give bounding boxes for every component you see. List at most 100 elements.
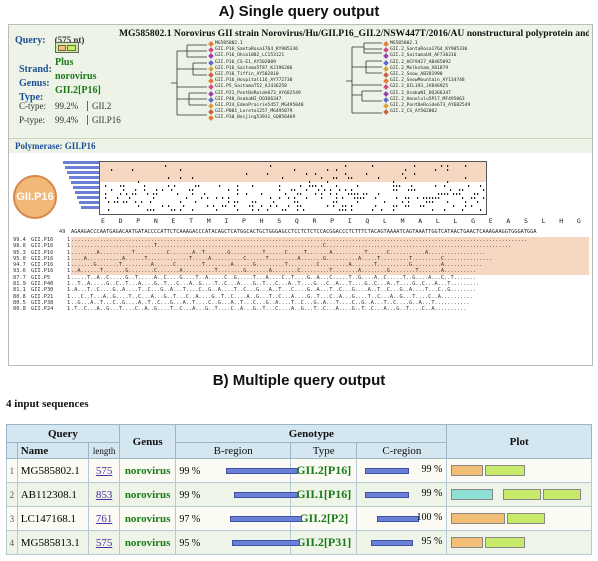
tree-leaf[interactable]: MG585802.1	[208, 41, 304, 47]
c-region-bar	[371, 540, 414, 546]
tree-leaf[interactable]: GII.2_Snow_AB281990	[383, 71, 470, 78]
tree-leaf[interactable]: GII.2_CS_AY502002	[383, 109, 470, 115]
tree-leaf[interactable]: GII.P16_Hospital116_AY772730	[208, 78, 304, 85]
leaf-label: GII.P40_OsakaNI_DQ366347	[215, 96, 282, 102]
b-region-bar	[226, 468, 299, 474]
mismatch-mark	[405, 205, 407, 207]
mismatch-mark	[414, 165, 416, 167]
mismatch-mark	[384, 201, 386, 203]
mismatch-mark	[171, 209, 173, 211]
tree-leaf[interactable]: MG585802.1	[383, 41, 470, 47]
genus-value: norovirus	[118, 530, 177, 555]
tree-leaf[interactable]: GII.P16_Saitama5T87_KJ196286	[208, 66, 304, 72]
tree-leaf[interactable]: GII.P24_EdenPrairie5457_MG495040	[208, 103, 304, 109]
mismatch-mark	[135, 189, 137, 191]
mismatch-mark	[189, 189, 191, 191]
mismatch-mark	[414, 189, 416, 191]
reference-name: GII.P24	[31, 306, 54, 313]
mismatch-mark	[447, 193, 449, 195]
tree-leaf[interactable]: GII.P21_PontDeRoide673_AY682549	[208, 91, 304, 97]
alignment-row: 94.7 GII.P16 1 .......G.......T.........A..…	[13, 262, 589, 269]
strand-value: Plus	[55, 57, 74, 68]
view-toggle-icon[interactable]	[55, 42, 79, 53]
aligned-sequence: ..G...A..T...C..G....A..T..C...G...A..T.…	[71, 299, 470, 306]
length-link[interactable]: 853	[95, 488, 113, 501]
tree-leaf[interactable]: GII.P5_SaitamaT52_AJ436258	[208, 84, 304, 91]
table-row[interactable]: 3 LC147168.1 761 norovirus 97 % GII.2[P2] 100 …	[6, 506, 592, 531]
mismatch-mark	[396, 197, 398, 199]
alignment-overview[interactable]	[99, 161, 487, 215]
mismatch-mark	[297, 193, 299, 195]
tree-leaf[interactable]: GII.P001_Loreto1257_MG495079	[208, 109, 304, 115]
tree-leaf[interactable]: GII.P30_Beijing53931_GQ856469	[208, 115, 304, 122]
ctype-pct: 99.2%	[55, 101, 79, 111]
mismatch-mark	[393, 189, 395, 191]
mismatch-mark	[330, 193, 332, 195]
length-link[interactable]: 575	[95, 464, 113, 477]
length-header: length	[88, 442, 120, 459]
aligned-sequence: ..T..A.....G..C..T...A....G..T...C...A..…	[71, 281, 480, 288]
length-link[interactable]: 761	[95, 512, 113, 525]
mismatch-mark	[333, 177, 335, 179]
tree-leaf[interactable]: GII.2_OIL193_JX846925	[383, 84, 470, 91]
table-row[interactable]: 2 AB112308.1 853 norovirus 99 % GII.1[P16] 99 …	[6, 482, 592, 507]
mismatch-mark	[345, 173, 347, 175]
plot-cell[interactable]	[446, 530, 592, 555]
tree-leaf[interactable]: GII.2_SaitamaU4_AF730316	[383, 53, 470, 60]
mismatch-mark	[453, 193, 455, 195]
genus-label: Genus:	[19, 78, 50, 89]
mismatch-mark	[447, 165, 449, 167]
leaf-label: GII.2_Snow_AB281990	[390, 71, 443, 77]
mismatch-mark	[465, 201, 467, 203]
mismatch-mark	[111, 189, 113, 191]
mismatch-mark	[342, 197, 344, 199]
leaf-marker-icon	[208, 66, 214, 72]
tree-leaf[interactable]: GII.2_SantaRosa1764_KY905336	[383, 47, 470, 54]
mismatch-mark	[357, 193, 359, 195]
mismatch-mark	[123, 189, 125, 191]
mismatch-mark	[192, 177, 194, 179]
mismatch-mark	[354, 193, 356, 195]
tree-leaf[interactable]: GII.P16_CS-E1_AY502009	[208, 59, 304, 66]
leaf-marker-icon	[208, 59, 214, 66]
tree-leaf[interactable]: GII.P16_Tiffin_AY502010	[208, 72, 304, 78]
mismatch-mark	[363, 197, 365, 199]
mismatch-mark	[234, 201, 236, 203]
mismatch-mark	[321, 193, 323, 195]
tree-leaf[interactable]: GII.P40_OsakaNI_DQ366347	[208, 96, 304, 103]
c-region-bar	[365, 492, 410, 498]
plot-cell[interactable]	[446, 458, 592, 483]
plot-cell[interactable]	[446, 482, 592, 507]
mismatch-mark	[321, 197, 323, 199]
tree-leaf[interactable]: GII.P16_Ohio1082_LC153121	[208, 53, 304, 60]
tree-leaf[interactable]: GII.2_Melksham_X81879	[383, 65, 470, 72]
mismatch-mark	[480, 185, 482, 187]
tree-leaf[interactable]: GII.2_Honolulu5P17_MF495063	[383, 96, 470, 103]
reference-name: GII.P40	[31, 281, 54, 288]
tree-leaf[interactable]: GII.P16_SantaRosa1764_KY905336	[208, 47, 304, 54]
reference-name: GII.P16	[31, 255, 54, 262]
mismatch-mark	[309, 181, 311, 183]
mismatch-mark	[354, 197, 356, 199]
mismatch-mark	[123, 201, 125, 203]
plot-cell[interactable]	[446, 506, 592, 531]
leaf-label: GII.2_Melksham_X81879	[390, 65, 449, 71]
mismatch-mark	[216, 197, 218, 199]
c-region-percent: 95 %	[421, 536, 443, 547]
query-length: (575 nt)	[54, 35, 85, 45]
mismatch-mark	[237, 193, 239, 195]
mismatch-mark	[444, 193, 446, 195]
mismatch-mark	[105, 185, 107, 187]
tree-leaf[interactable]: GII.2_PontDeRoide673_AY682549	[383, 103, 470, 109]
mismatch-mark	[132, 193, 134, 195]
capsid-tree-branches	[346, 42, 382, 114]
single-query-panel: Query: (575 nt) MG585802.1 Norovirus GII…	[8, 24, 593, 366]
tree-leaf[interactable]: GII.2_OsakaNI_DQ366347	[383, 91, 470, 97]
alignment-row: 95.0 GII.P16 1 ....A...........A......T....…	[13, 255, 589, 263]
table-row[interactable]: 1 MG585802.1 575 norovirus 99 % GII.2[P16] 99 …	[6, 458, 592, 483]
table-row[interactable]: 4 MG585813.1 575 norovirus 95 % GII.2[P31] 95 …	[6, 530, 592, 555]
leaf-label: GII.2_Honolulu5P17_MF495063	[390, 96, 465, 102]
tree-leaf[interactable]: GII.2_HCF9427_AB465092	[383, 60, 470, 66]
tree-leaf[interactable]: GII.2_SnowMountain_AY134748	[383, 78, 470, 85]
length-link[interactable]: 575	[95, 536, 113, 549]
